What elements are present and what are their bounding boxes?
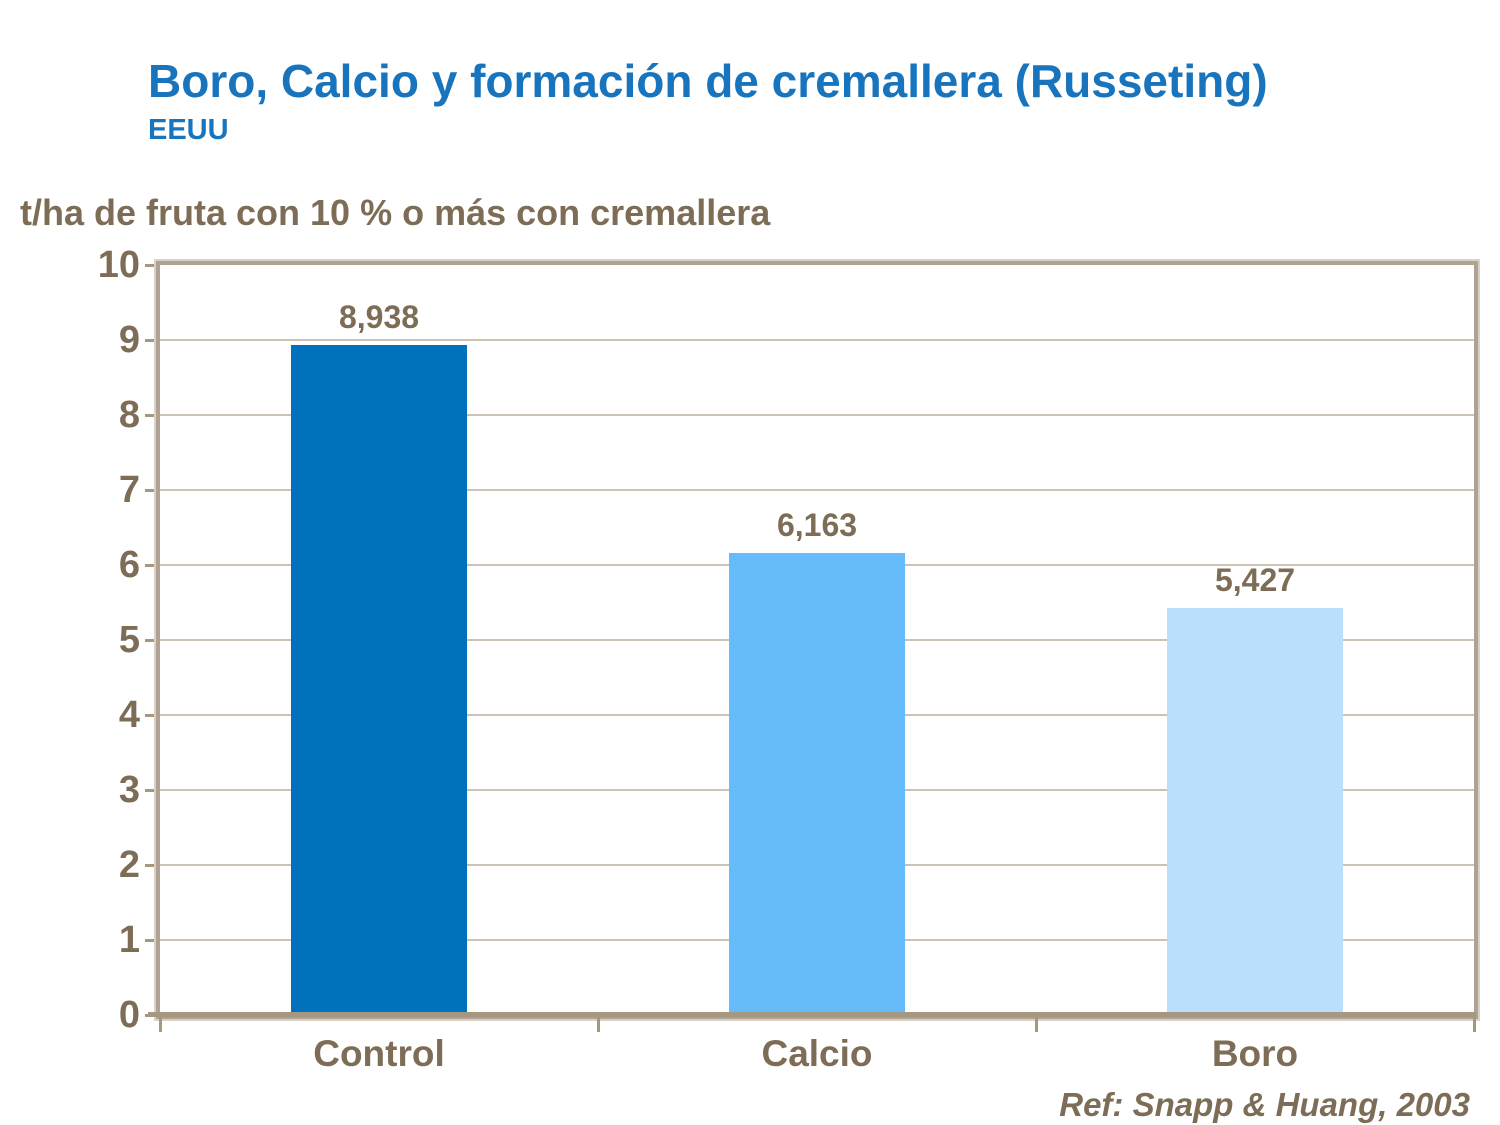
bar-value-label: 6,163 — [776, 506, 858, 543]
y-tick-mark — [145, 264, 160, 267]
y-tick-mark — [145, 639, 160, 642]
gridline — [160, 414, 1474, 416]
x-axis-tick-mark — [1473, 1013, 1476, 1032]
y-tick-label: 3 — [118, 769, 140, 811]
y-tick-mark — [145, 939, 160, 942]
y-tick-label: 9 — [118, 319, 140, 361]
title-block: Boro, Calcio y formación de cremallera (… — [148, 55, 1268, 147]
y-tick-mark — [145, 339, 160, 342]
reference-text: Ref: Snapp & Huang, 2003 — [1059, 1086, 1470, 1123]
page-subtitle: EEUU — [148, 113, 229, 146]
page-title: Boro, Calcio y formación de cremallera (… — [148, 55, 1268, 107]
bar-boro — [1167, 607, 1343, 1015]
plot-area: 8,938 6,163 5,427 — [160, 265, 1474, 1015]
x-axis-label-calcio: Calcio — [761, 1033, 873, 1074]
y-tick-label: 5 — [118, 619, 140, 661]
y-tick-mark — [145, 489, 160, 492]
y-tick-mark — [145, 864, 160, 867]
x-axis-label-control: Control — [313, 1033, 445, 1074]
x-axis-label-boro: Boro — [1211, 1033, 1299, 1074]
y-tick-mark — [145, 414, 160, 417]
gridline — [160, 489, 1474, 491]
y-tick-mark — [145, 564, 160, 567]
bar-control — [291, 344, 467, 1015]
y-tick-label: 0 — [118, 994, 140, 1036]
gridline — [160, 339, 1474, 341]
y-tick-label: 7 — [118, 469, 140, 511]
x-axis-tick-mark — [1035, 1013, 1038, 1032]
bar-calcio — [729, 552, 905, 1015]
y-tick-label: 2 — [118, 844, 140, 886]
y-tick-mark — [145, 714, 160, 717]
x-axis-line — [148, 1012, 1476, 1017]
bar-value-label: 5,427 — [1214, 561, 1296, 598]
y-tick-label: 10 — [97, 244, 140, 286]
x-axis-tick-mark — [597, 1013, 600, 1032]
y-tick-label: 1 — [118, 919, 140, 961]
y-tick-label: 8 — [118, 394, 140, 436]
x-axis-tick-mark — [159, 1013, 162, 1032]
y-tick-mark — [145, 789, 160, 792]
bar-value-label: 8,938 — [338, 298, 420, 335]
y-tick-label: 6 — [118, 544, 140, 586]
y-axis-title: t/ha de fruta con 10 % o más con cremall… — [20, 192, 771, 233]
y-tick-label: 4 — [118, 694, 140, 736]
